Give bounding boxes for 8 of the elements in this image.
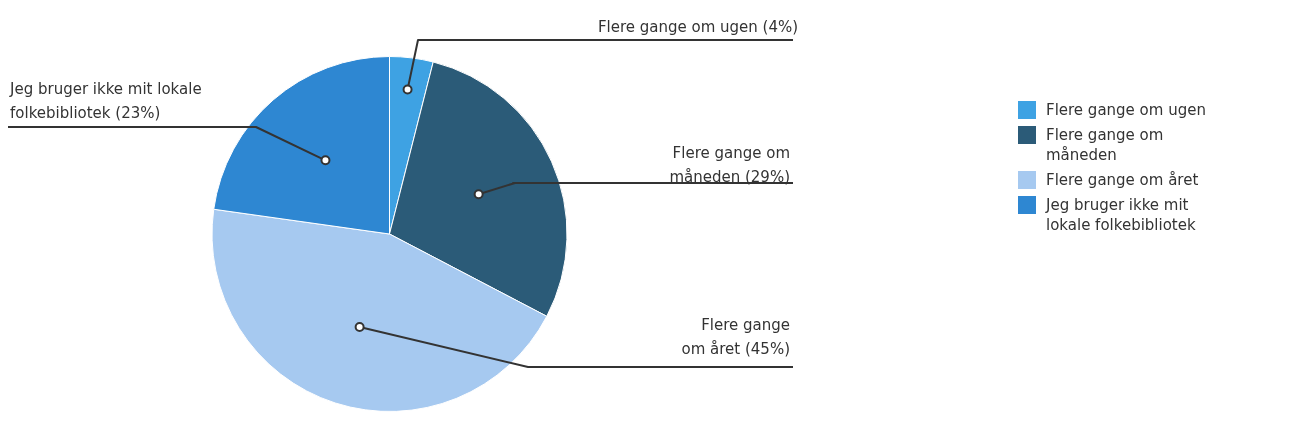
legend-label: Flere gange om ugen [1046, 100, 1206, 120]
data-label: Flere gange om året (45%) [681, 316, 790, 358]
data-label: Flere gange om ugen (4%) [597, 18, 799, 36]
data-label: Flere gange om måneden (29%) [669, 144, 790, 186]
legend-label: Jeg bruger ikke mit lokale folkebibliotek [1046, 195, 1197, 235]
data-label: Jeg bruger ikke mit lokale folkebibliotek (23%) [9, 80, 202, 122]
legend-label: Flere gange om året [1046, 170, 1199, 190]
legend-label: Flere gange om måneden [1046, 125, 1165, 165]
